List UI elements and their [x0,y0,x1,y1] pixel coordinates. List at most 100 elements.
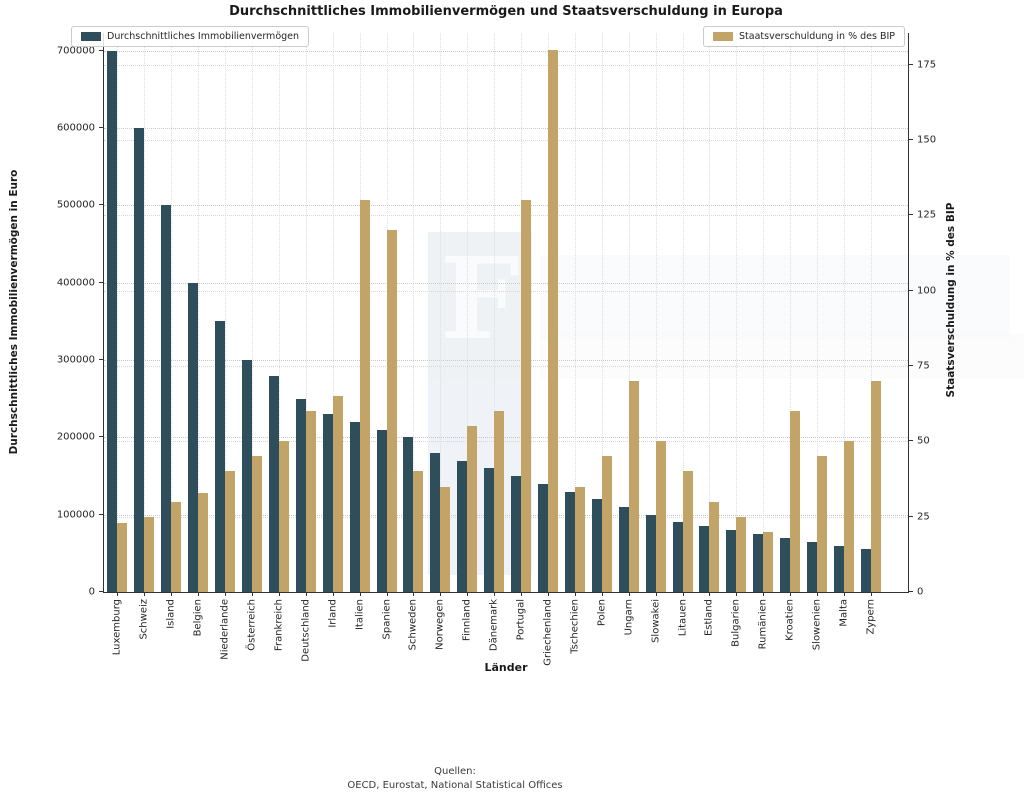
gridline-left [104,50,908,52]
x-tick-mark [413,592,415,596]
tick-label: 300000 [56,354,95,366]
bar-staatsverschuldung-Italien [359,200,370,592]
tick-label: 100 [917,285,937,297]
gridline-vertical [709,33,711,592]
bar-immobilienvermoegen-Estland [699,526,710,592]
bar-immobilienvermoegen-Deutschland [295,398,306,592]
x-tick-label-Rumänien: Rumänien [757,599,769,650]
bar-staatsverschuldung-Finnland [467,426,478,592]
bar-immobilienvermoegen-Slowenien [807,541,818,592]
gridline-vertical [305,33,307,592]
bar-staatsverschuldung-Spanien [386,230,397,592]
bar-staatsverschuldung-Slowakei [655,441,666,592]
x-tick-label-Ungarn: Ungarn [623,599,635,636]
x-tick-label-Polen: Polen [596,599,608,627]
bar-staatsverschuldung-Österreich [251,456,262,592]
tick-mark [909,63,913,65]
x-tick-mark [332,592,334,596]
chart-title: Durchschnittliches Immobilienvermögen un… [229,4,783,19]
legend-staatsverschuldung: Staatsverschuldung in % des BIP [703,26,906,47]
country-group-Griechenland: Griechenland [535,33,562,666]
x-tick-label-Slowenien: Slowenien [811,599,823,651]
x-tick-mark [844,592,846,596]
bar-immobilienvermoegen-Kroatien [780,537,791,592]
gridline-vertical [494,33,496,592]
bar-staatsverschuldung-Schweden [413,471,424,592]
x-tick-label-Spanien: Spanien [381,599,393,640]
x-tick-mark [817,592,819,596]
bar-staatsverschuldung-Ungarn [628,381,639,592]
x-tick-mark [601,592,603,596]
tick-label: 700000 [56,45,95,57]
tick-mark [909,364,913,366]
bar-staatsverschuldung-Portugal [521,200,532,592]
footer-sources-line1: Quellen: [434,766,476,777]
gridline-vertical [736,33,738,592]
plot-area: F Luxemburg Schweiz Island Belgien Niederlan… [57,33,1024,666]
country-group-Island: Island [158,33,185,629]
legend-immobilienvermoegen: Durchschnittliches Immobilienvermögen [71,26,310,47]
bar-immobilienvermoegen-Dänemark [484,468,495,592]
x-tick-mark [736,592,738,596]
x-tick-label-Portugal: Portugal [515,599,527,641]
country-group-Irland: Irland [319,33,346,628]
gridline-right [104,290,908,292]
tick-label: 100000 [56,509,95,521]
tick-label: 150 [917,134,937,146]
x-tick-mark [548,592,549,596]
country-group-Belgien: Belgien [185,33,212,636]
gridline-vertical [574,33,576,592]
bar-staatsverschuldung-Tschechien [574,486,585,592]
bar-immobilienvermoegen-Schweiz [134,128,145,592]
bar-staatsverschuldung-Bulgarien [736,516,747,592]
footer-sources: Quellen: OECD, Eurostat, National Statis… [347,765,562,793]
bar-staatsverschuldung-Griechenland [548,49,558,592]
y-axis-left-label: Durchschnittliches Immobilienvermögen in… [8,169,20,455]
country-group-Portugal: Portugal [508,33,535,640]
country-group-Norwegen: Norwegen [427,33,454,650]
tick-mark [909,591,913,592]
country-group-Schweiz: Schweiz [131,33,158,640]
tick-label: 125 [917,209,937,221]
country-group-Frankreich: Frankreich [265,33,292,651]
country-group-Spanien: Spanien [373,33,400,639]
tick-mark [909,138,913,140]
gridline-left [104,437,908,439]
tick-mark [909,214,913,216]
bar-staatsverschuldung-Estland [709,501,720,592]
bar-immobilienvermoegen-Norwegen [430,452,441,592]
country-group-Rumänien: Rumänien [750,33,777,649]
legend-label-staatsverschuldung: Staatsverschuldung in % des BIP [739,31,896,42]
bar-staatsverschuldung-Rumänien [763,531,774,592]
x-tick-mark [521,592,523,596]
gridline-vertical [225,33,227,592]
legend-swatch-staatsverschuldung [713,32,733,41]
bar-immobilienvermoegen-Bulgarien [726,530,737,592]
gridline-vertical [413,33,415,592]
watermark-ghost-text [540,255,1010,339]
gridline-vertical [252,33,253,592]
country-group-Österreich: Österreich [239,33,266,651]
country-group-Schweden: Schweden [400,33,427,650]
x-tick-mark [198,592,200,596]
x-tick-mark [763,592,765,596]
x-tick-mark [144,592,146,596]
bar-immobilienvermoegen-Rumänien [753,534,764,592]
gridline-vertical [332,33,334,592]
right-spine [908,33,909,592]
bar-immobilienvermoegen-Finnland [457,460,468,592]
gridline-vertical [763,33,765,592]
bar-staatsverschuldung-Slowenien [817,456,828,592]
x-tick-label-Zypern: Zypern [865,599,877,635]
bar-immobilienvermoegen-Zypern [860,549,871,592]
bar-immobilienvermoegen-Österreich [241,360,252,592]
bar-staatsverschuldung-Deutschland [305,411,316,592]
left-spine [103,33,104,592]
country-group-Dänemark: Dänemark [481,33,508,651]
tick-mark [909,289,913,291]
y-axis-right-label: Staatsverschuldung in % des BIP [945,202,957,398]
country-group-Malta: Malta [831,33,858,627]
watermark-letter: F [440,234,520,365]
x-tick-label-Deutschland: Deutschland [300,599,312,662]
gridline-left [104,128,908,130]
